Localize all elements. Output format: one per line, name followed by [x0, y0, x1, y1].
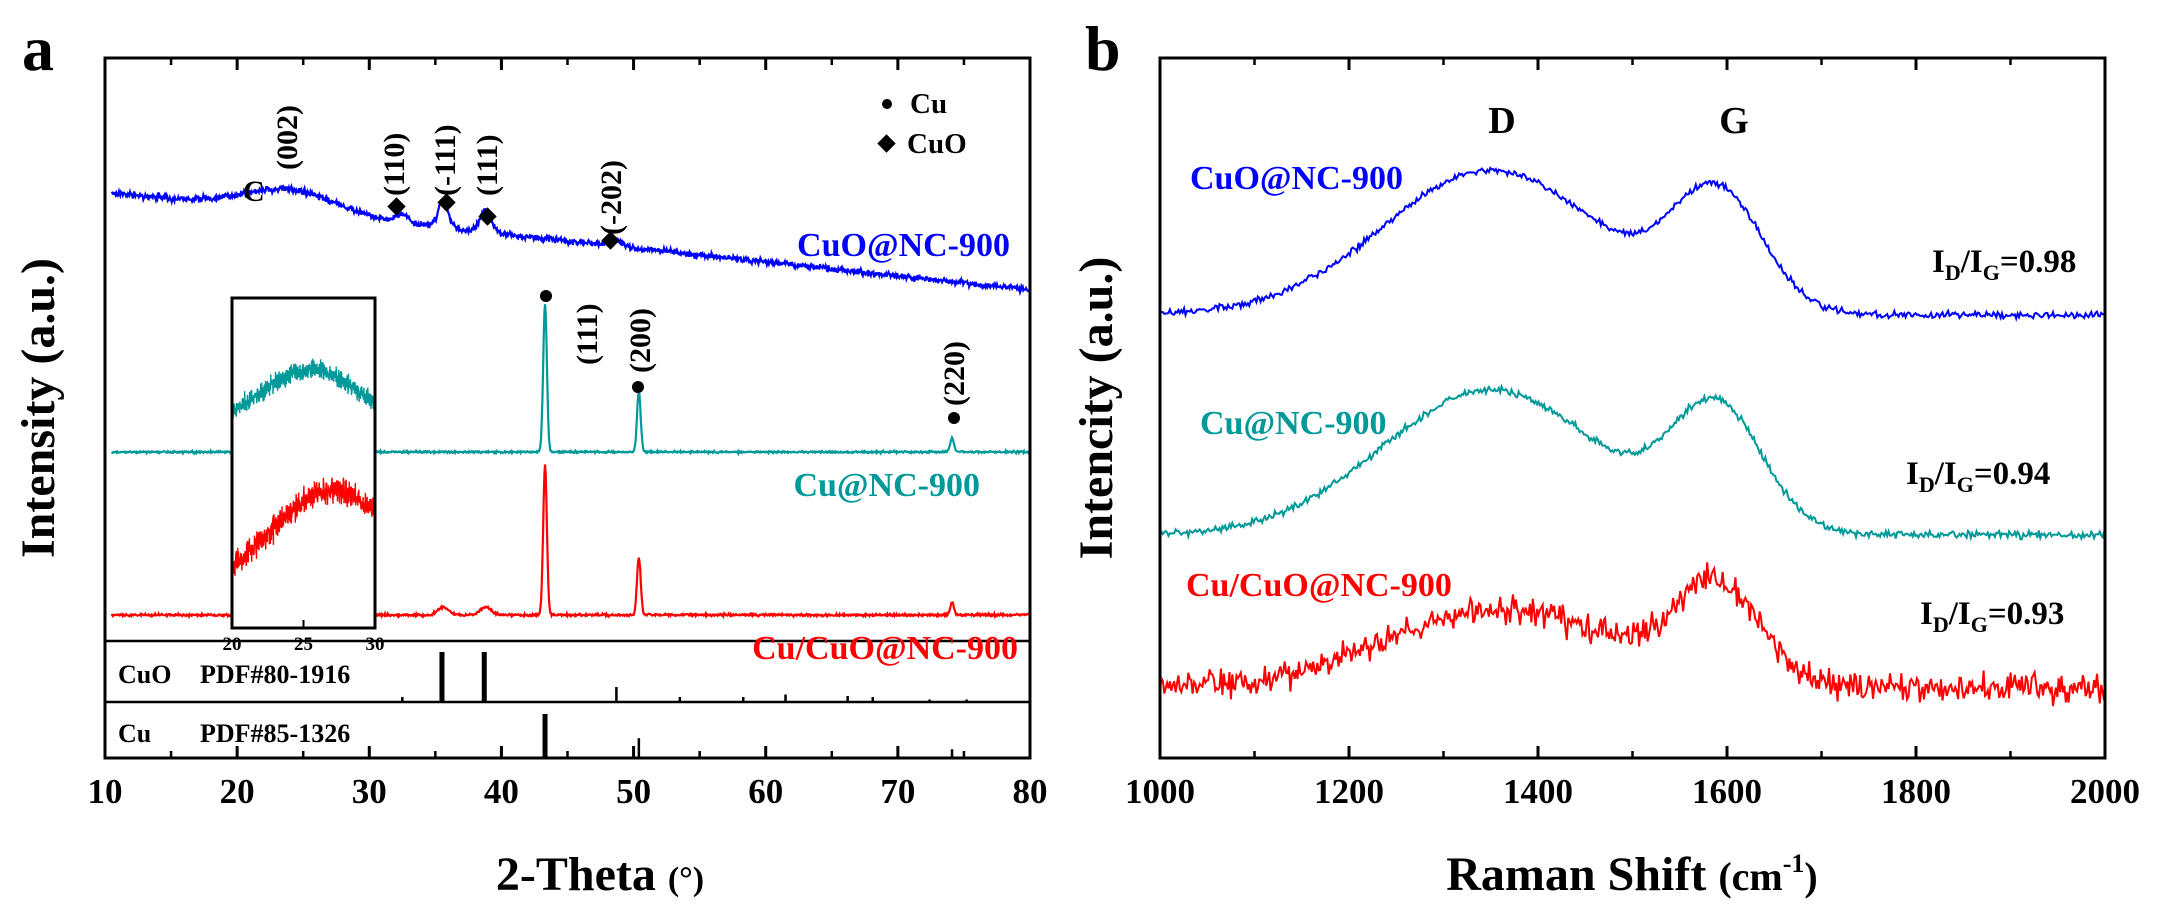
a-tick-label: 30 [352, 772, 387, 811]
xrd-curve-cuo-nc [110, 182, 1030, 297]
legend-cuo-label: CuO [907, 128, 967, 160]
ratio-cucuo: ID/IG=0.93 [1920, 596, 2064, 637]
cuo-marker-m111 [437, 193, 456, 212]
ratio-cu: ID/IG=0.94 [1906, 456, 2050, 497]
cu-marker-111 [540, 290, 552, 302]
a-tick-label: 80 [1013, 772, 1048, 811]
b-tick-label: 1600 [1692, 772, 1762, 811]
ref-cuo-pdf: PDF#80-1916 [200, 660, 350, 689]
cu-marker-220 [948, 412, 960, 424]
inset: 20 25 30 [223, 296, 385, 655]
panel-a-label: a [22, 13, 54, 84]
inset-x-ticks: 20 25 30 [223, 620, 385, 655]
b-tick-label: 1400 [1503, 772, 1573, 811]
raman-curve-cucuo-nc [1159, 562, 2106, 707]
ref-cu-name: Cu [118, 719, 151, 748]
b-tick-label: 1800 [1881, 772, 1951, 811]
peak-label-m111: (-111) [429, 124, 462, 196]
inset-tick-label: 20 [223, 634, 242, 655]
a-tick-label: 50 [616, 772, 651, 811]
panel-b: 1000 1200 1400 1600 1800 2000 Raman Shift (cm… [1070, 56, 2140, 901]
legend-cuo-marker [877, 134, 896, 153]
b-tick-label: 2000 [2070, 772, 2140, 811]
b-tick-label: 1200 [1314, 772, 1384, 811]
legend-cu-label: Cu [910, 88, 947, 120]
inset-curve-cu-nc [231, 358, 376, 419]
raman-label-cuo: CuO@NC-900 [1190, 160, 1403, 197]
peak-label-110: (110) [378, 133, 411, 196]
series-label-cu: Cu@NC-900 [793, 467, 980, 504]
band-d-label: D [1488, 100, 1515, 142]
cuo-marker-m202 [601, 231, 620, 250]
cu-marker-200 [632, 381, 644, 393]
peak-label-111: (111) [471, 134, 504, 196]
cuo-marker-111 [478, 207, 497, 226]
panel-b-x-axis-label: Raman Shift (cm-1) [1446, 848, 1817, 901]
raman-label-cu: Cu@NC-900 [1200, 405, 1387, 442]
cu-peak-label-111: (111) [571, 303, 604, 365]
cu-peak-label-220: (220) [938, 341, 971, 406]
legend-cu-marker [882, 99, 892, 109]
a-tick-label: 70 [880, 772, 915, 811]
panel-b-curves [1159, 166, 2106, 707]
ratio-cuo: ID/IG=0.98 [1932, 244, 2076, 285]
panel-a-x-axis-label: 2-Theta (°) [496, 848, 704, 901]
panel-a: CuO PDF#80-1916 Cu PDF#85-1326 10 20 30 40 5… [12, 56, 1048, 901]
b-tick-label: 1000 [1125, 772, 1195, 811]
carbon-label: C [243, 175, 265, 208]
inset-curves [231, 358, 376, 576]
peak-label-m202: (-202) [595, 160, 628, 235]
a-tick-label: 40 [484, 772, 519, 811]
cuo-marker-110 [387, 197, 406, 216]
reference-patterns [401, 652, 968, 758]
panel-b-y-axis-label: Intencity (a.u.) [1070, 257, 1123, 560]
panel-a-y-axis-label: Intensity (a.u.) [12, 258, 65, 558]
inset-background [232, 298, 375, 628]
ref-cu-pdf: PDF#85-1326 [200, 719, 350, 748]
panel-a-x-ticks: 10 20 30 40 50 60 70 80 [88, 58, 1048, 811]
a-tick-label: 10 [88, 772, 123, 811]
raman-curve-cuo-nc [1159, 166, 2105, 323]
inset-tick-label: 30 [366, 634, 385, 655]
series-label-cucuo: Cu/CuO@NC-900 [752, 630, 1018, 667]
peak-label-002: (002) [271, 105, 304, 170]
raman-curve-cu-nc [1159, 383, 2106, 542]
raman-label-cucuo: Cu/CuO@NC-900 [1186, 567, 1452, 604]
panel-b-label: b [1085, 13, 1121, 84]
cu-peak-label-200: (200) [624, 308, 657, 373]
panel-b-x-ticks: 1000 1200 1400 1600 1800 2000 [1125, 58, 2140, 811]
series-label-cuo: CuO@NC-900 [797, 227, 1010, 264]
a-tick-label: 60 [748, 772, 783, 811]
a-tick-label: 20 [220, 772, 255, 811]
band-g-label: G [1719, 100, 1749, 142]
inset-curve-cucuo-nc [231, 477, 376, 576]
ref-cuo-name: CuO [118, 660, 171, 689]
inset-tick-label: 25 [294, 634, 313, 655]
